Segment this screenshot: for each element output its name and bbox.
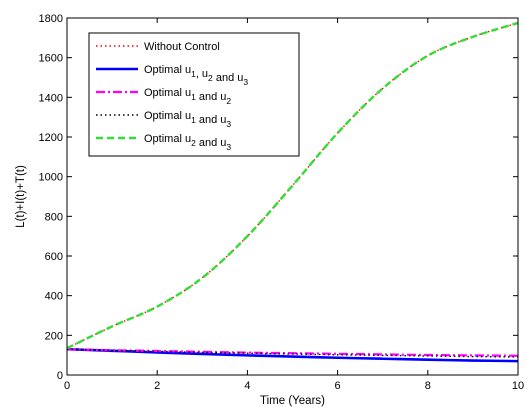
series-line-optimal-u1-and-u2 <box>66 348 519 357</box>
y-tick-label: 1800 <box>39 13 63 25</box>
x-axis-title: Time (Years) <box>260 395 325 407</box>
y-tick-label: 200 <box>45 330 63 342</box>
x-tick-label: 4 <box>244 380 250 392</box>
x-tick-label: 0 <box>64 380 70 392</box>
y-tick-label: 600 <box>45 251 63 263</box>
y-tick-label: 1200 <box>39 132 63 144</box>
series-line-without-control <box>66 22 519 349</box>
plot-frame <box>66 17 519 376</box>
y-axis-title: L(t)+I(t)+T(t) <box>15 165 27 228</box>
y-tick-label: 400 <box>45 291 63 303</box>
legend-label-optimal-u1-and-u3: Optimal u1 and u3 <box>144 110 231 129</box>
x-tick-label: 2 <box>154 380 160 392</box>
series-layer <box>66 21 519 363</box>
legend-label-without-control: Without Control <box>144 41 220 53</box>
x-tick-label: 10 <box>512 380 524 392</box>
legend-label-optimal-u2-and-u3: Optimal u2 and u3 <box>144 133 231 152</box>
x-tick-label: 8 <box>425 380 431 392</box>
y-tick-label: 1600 <box>39 53 63 65</box>
y-tick-label: 0 <box>57 370 63 382</box>
y-tick-label: 1400 <box>39 92 63 104</box>
ticks-layer: 0 2 4 6 8 10 0 200 400 600 800 1000 1200 1400 1600 1800 <box>39 13 525 392</box>
legend-label-optimal-u1-u2-and-u3: Optimal u1, u2 and u3 <box>144 64 248 87</box>
y-tick-label: 800 <box>45 211 63 223</box>
x-tick-label: 6 <box>335 380 341 392</box>
series-line-optimal-u1-u2-and-u3 <box>66 347 519 363</box>
legend-box <box>88 32 300 157</box>
series-line-optimal-u1-and-u3 <box>66 348 519 358</box>
legend-label-optimal-u1-and-u2: Optimal u1 and u2 <box>144 87 231 106</box>
y-tick-label: 1000 <box>39 172 63 184</box>
